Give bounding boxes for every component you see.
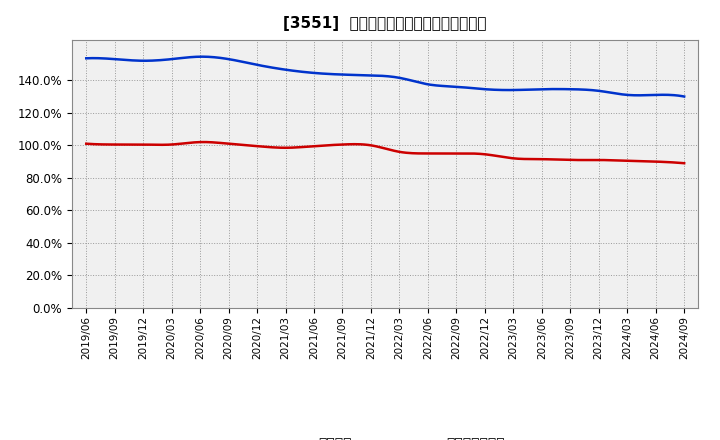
固定長期適合率 xyxy=(626,158,634,164)
固定長期適合率 xyxy=(450,151,459,156)
Legend: 固定比率, 固定長期適合率: 固定比率, 固定長期適合率 xyxy=(260,432,510,440)
固定比率 xyxy=(82,56,91,61)
固定比率 xyxy=(440,84,449,89)
固定比率 xyxy=(588,88,596,93)
固定長期適合率 xyxy=(200,139,209,145)
固定比率 xyxy=(680,94,688,99)
Title: [3551]  固定比率、固定長期適合率の推移: [3551] 固定比率、固定長期適合率の推移 xyxy=(284,16,487,32)
固定長期適合率 xyxy=(440,151,449,156)
固定長期適合率 xyxy=(84,141,93,147)
Line: 固定長期適合率: 固定長期適合率 xyxy=(86,142,684,163)
固定長期適合率 xyxy=(588,158,596,163)
固定長期適合率 xyxy=(680,161,688,166)
固定比率 xyxy=(626,92,634,98)
Line: 固定比率: 固定比率 xyxy=(86,57,684,96)
固定長期適合率 xyxy=(438,151,446,156)
固定比率 xyxy=(450,84,459,89)
固定比率 xyxy=(198,54,207,59)
固定長期適合率 xyxy=(82,141,91,147)
固定比率 xyxy=(438,83,446,88)
固定比率 xyxy=(84,55,93,61)
